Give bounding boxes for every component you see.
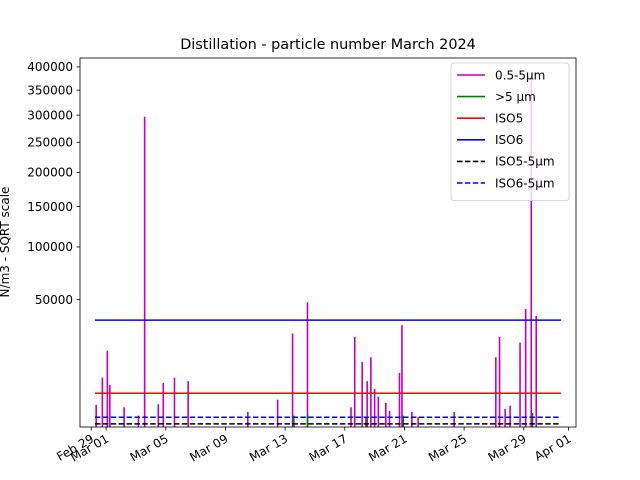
x-tick-label: Mar 25	[426, 432, 469, 465]
legend: 0.5-5µm >5 µm ISO5 ISO6 ISO5-5µm ISO6-5µm	[450, 62, 570, 202]
x-tick-label: Mar 17	[307, 432, 350, 465]
legend-box	[450, 62, 570, 202]
x-tick-label: Mar 05	[128, 432, 171, 465]
y-tick-label: 250000	[27, 136, 73, 150]
x-tick-label: Mar 13	[247, 432, 290, 465]
y-axis-label: N/m3 - SQRT scale	[0, 187, 12, 298]
y-tick-label: 350000	[27, 83, 73, 97]
x-tick-label: Apr 01	[532, 432, 574, 464]
plot-frame	[79, 57, 577, 428]
series-layer	[94, 76, 562, 427]
legend-entry: 0.5-5µm	[495, 68, 545, 82]
x-tick-label: Mar 09	[187, 432, 230, 465]
x-tick-label: Mar 21	[366, 432, 409, 465]
y-tick-label: 200000	[27, 166, 73, 180]
legend-entry: ISO5-5µm	[495, 155, 555, 169]
y-tick-label: 100000	[27, 240, 73, 254]
legend-entry: ISO5	[495, 112, 523, 126]
y-tick-label: 400000	[27, 60, 73, 74]
y-tick-label: 150000	[27, 200, 73, 214]
x-tick-label: Mar 29	[486, 432, 529, 465]
chart-title: Distillation - particle number March 202…	[180, 37, 476, 53]
legend-entry: ISO6	[495, 133, 523, 147]
legend-entry: ISO6-5µm	[495, 176, 555, 190]
y-tick-label: 50000	[35, 293, 73, 307]
y-tick-label: 300000	[27, 108, 73, 122]
y-axis: 50000 100000 150000 200000 250000 300000 35000…	[27, 60, 80, 307]
legend-entry: >5 µm	[495, 90, 536, 104]
